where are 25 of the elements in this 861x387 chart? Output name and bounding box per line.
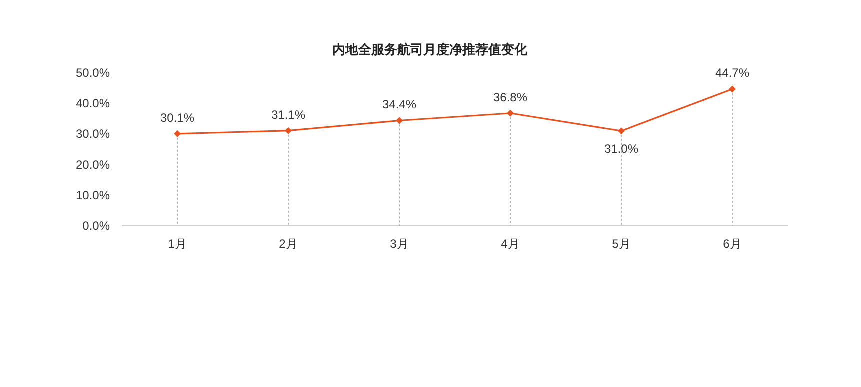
point (396, 117, 403, 124)
y-tick-label: 40.0% (76, 96, 110, 111)
data-label: 31.1% (271, 108, 306, 122)
y-tick-label: 20.0% (76, 158, 110, 172)
data-label: 30.1% (160, 110, 195, 125)
x-tick-label: 3月 (390, 237, 409, 251)
x-tick-label: 4月 (501, 237, 520, 251)
y-tick-label: 10.0% (76, 188, 110, 202)
y-tick-label: 30.0% (76, 127, 110, 142)
x-tick-label: 6月 (723, 237, 742, 251)
y-tick-label: 50.0% (76, 66, 110, 80)
x-tick-label: 2月 (279, 237, 298, 251)
x-tick-label: 5月 (612, 237, 631, 251)
data-label: 44.7% (715, 66, 750, 80)
point (507, 110, 514, 117)
data-label: 34.4% (382, 98, 417, 112)
point (174, 130, 181, 138)
data-label: 36.8% (493, 90, 528, 104)
y-tick-label: 0.0% (82, 219, 110, 233)
point (285, 127, 292, 134)
point (729, 86, 736, 93)
data-label: 31.0% (604, 142, 639, 156)
x-tick-label: 1月 (168, 237, 187, 251)
chart-title: 内地全服务航司月度净推荐值变化 (332, 42, 528, 57)
point (618, 128, 625, 135)
